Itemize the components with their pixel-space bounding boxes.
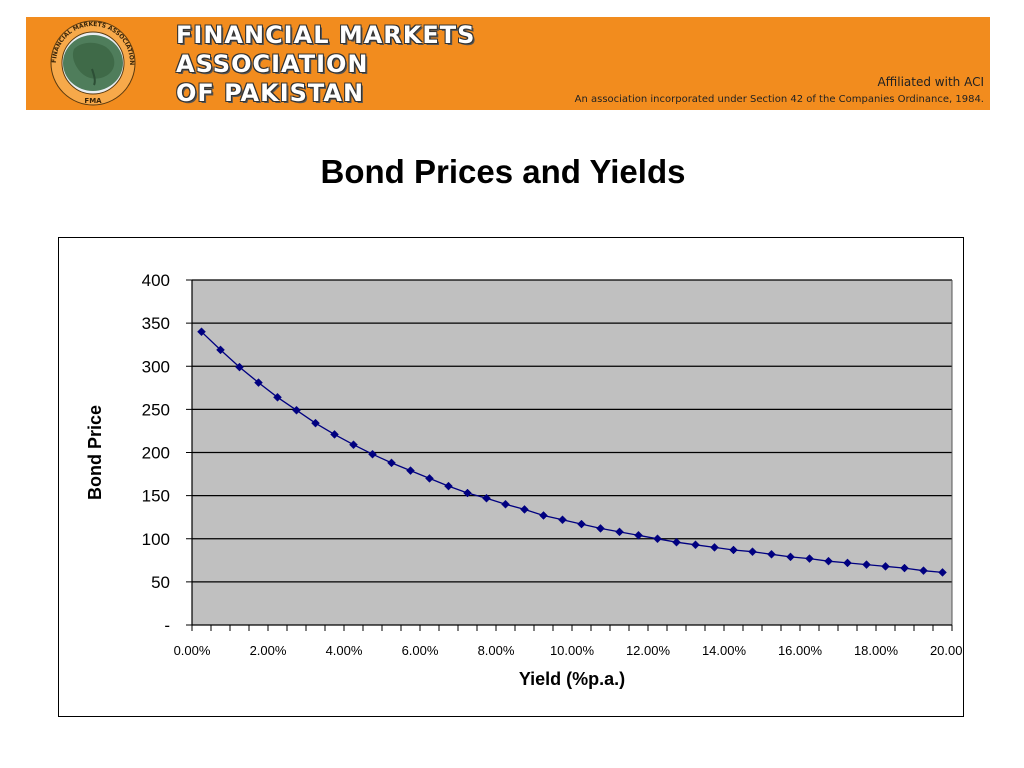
slide-title: Bond Prices and Yields <box>320 153 686 190</box>
data-point-marker <box>824 556 833 566</box>
org-name-line1: FINANCIAL MARKETS <box>176 21 476 49</box>
data-point-marker <box>767 549 776 559</box>
chart-frame: - 50 100 150 200 250 300 350 400 0.00% 2.00% 4.00% 6… <box>58 237 964 717</box>
y-tick-label: 400 <box>142 271 170 290</box>
data-point-marker <box>292 405 301 415</box>
data-point-marker <box>881 561 890 571</box>
x-tick-label: 16.00% <box>778 643 823 658</box>
data-point-marker <box>691 540 700 550</box>
data-point-marker <box>501 499 510 509</box>
data-point-marker <box>558 515 567 525</box>
data-point-marker <box>672 537 681 547</box>
x-tick-label: 0.00% <box>174 643 211 658</box>
x-tick-label: 20.00% <box>930 643 962 658</box>
x-tick-label: 8.00% <box>478 643 515 658</box>
data-point-marker <box>216 345 225 355</box>
x-tick-label: 18.00% <box>854 643 899 658</box>
data-point-marker <box>748 547 757 557</box>
data-point-marker <box>387 458 396 468</box>
y-tick-label: 50 <box>151 573 170 592</box>
y-tick-label: - <box>164 616 170 635</box>
data-point-marker <box>900 563 909 573</box>
data-point-marker <box>311 418 320 428</box>
data-point-marker <box>235 362 244 372</box>
data-point-marker <box>805 554 814 563</box>
series-line <box>201 331 943 574</box>
data-point-marker <box>368 449 377 459</box>
logo-bottom-text: FMA <box>84 97 102 105</box>
data-point-marker <box>406 466 415 475</box>
org-name-line3: OF PAKISTAN <box>176 79 365 107</box>
x-tick-label: 12.00% <box>626 643 671 658</box>
x-tick-label: 6.00% <box>402 643 439 658</box>
affiliation-text: Affiliated with ACI <box>877 75 984 89</box>
bond-price-chart: - 50 100 150 200 250 300 350 400 0.00% 2.00% 4.00% 6… <box>85 271 962 689</box>
data-point-marker <box>729 545 738 555</box>
data-point-marker <box>634 530 643 540</box>
y-tick-label: 300 <box>142 357 170 376</box>
y-tick-label: 350 <box>142 314 170 333</box>
data-point-marker <box>539 511 548 520</box>
y-tick-label: 100 <box>142 530 170 549</box>
org-name-line2: ASSOCIATION <box>176 50 369 78</box>
data-point-marker <box>273 392 282 402</box>
data-point-marker <box>596 524 605 533</box>
data-point-marker <box>786 552 795 562</box>
x-tick-label: 4.00% <box>326 643 363 658</box>
data-point-marker <box>653 534 662 544</box>
data-point-marker <box>425 474 434 483</box>
x-tick-label: 10.00% <box>550 643 595 658</box>
data-point-marker <box>710 543 719 552</box>
data-point-marker <box>444 481 453 491</box>
data-point-marker <box>254 378 263 387</box>
data-point-marker <box>615 527 624 537</box>
data-point-marker <box>330 430 339 439</box>
x-tick-label: 2.00% <box>250 643 287 658</box>
incorporation-text: An association incorporated under Sectio… <box>574 94 984 105</box>
data-point-marker <box>197 327 206 337</box>
y-tick-label: 250 <box>142 400 170 419</box>
y-axis-title: Bond Price <box>85 405 105 500</box>
fma-logo: FINANCIAL MARKETS ASSOCIATION OF PAKISTA… <box>34 19 136 106</box>
data-point-marker <box>577 519 586 529</box>
y-tick-label: 150 <box>142 487 170 506</box>
x-tick-label: 14.00% <box>702 643 747 658</box>
y-tick-label: 200 <box>142 444 170 463</box>
data-point-marker <box>520 505 529 514</box>
header-banner: FINANCIAL MARKETS ASSOCIATION OF PAKISTA… <box>26 17 990 110</box>
data-point-marker <box>482 493 491 503</box>
x-axis-title: Yield (%p.a.) <box>519 669 625 689</box>
data-point-marker <box>938 568 947 577</box>
data-point-marker <box>862 560 871 569</box>
data-point-marker <box>843 558 852 568</box>
data-point-marker <box>919 566 928 576</box>
data-point-marker <box>463 488 472 498</box>
data-point-marker <box>349 440 358 450</box>
